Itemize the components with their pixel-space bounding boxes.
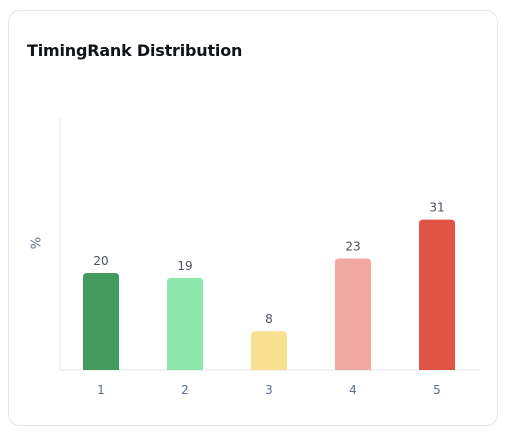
y-axis-label: % [30,237,45,249]
bar-1[interactable] [83,273,119,370]
data-label-2: 19 [177,259,192,273]
bar-5[interactable] [419,219,455,370]
x-tick-label-1: 1 [97,383,105,397]
x-tick-label-4: 4 [349,383,357,397]
data-label-5: 31 [429,201,444,215]
data-label-1: 20 [93,254,108,268]
data-label-4: 23 [345,239,360,253]
x-tick-label-3: 3 [265,383,273,397]
chart-title: TimingRank Distribution [27,41,243,60]
bar-4[interactable] [335,258,371,370]
x-tick-label-5: 5 [433,383,441,397]
data-label-3: 8 [265,312,273,326]
bar-3[interactable] [251,331,287,370]
bar-2[interactable] [167,277,203,370]
x-tick-label-2: 2 [181,383,189,397]
